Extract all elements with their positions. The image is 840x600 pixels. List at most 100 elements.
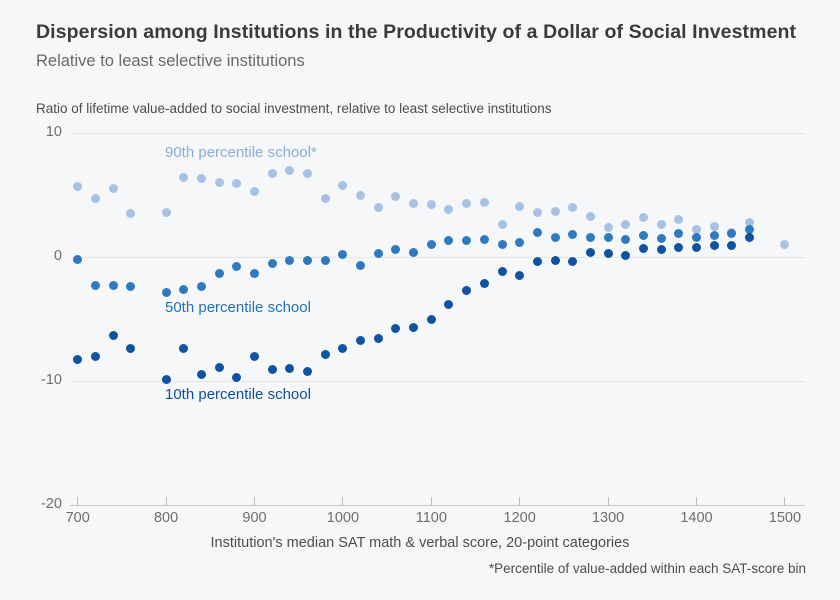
data-point <box>373 334 383 344</box>
data-point <box>638 231 648 241</box>
data-point <box>409 247 419 257</box>
data-point <box>179 344 189 354</box>
data-point <box>232 262 242 272</box>
x-tick-1000 <box>342 497 344 505</box>
data-point <box>550 232 560 242</box>
data-point <box>303 256 313 266</box>
data-point <box>391 324 401 334</box>
data-point <box>426 240 436 250</box>
x-tick-label-1500: 1500 <box>768 510 802 526</box>
data-point <box>532 227 542 237</box>
data-point <box>674 215 684 225</box>
data-point <box>462 199 472 209</box>
data-point <box>373 202 383 212</box>
data-point <box>444 299 454 309</box>
y-tick-label--10: -10 <box>41 372 62 388</box>
data-point <box>161 207 171 217</box>
data-point <box>356 335 366 345</box>
data-point <box>303 169 313 179</box>
data-point <box>391 191 401 201</box>
data-point <box>674 228 684 238</box>
data-point <box>214 178 224 188</box>
series-label-90th-percentile: 90th percentile school* <box>165 144 317 161</box>
data-point <box>391 245 401 255</box>
data-point <box>745 232 755 242</box>
data-point <box>780 240 790 250</box>
data-point <box>479 197 489 207</box>
data-point <box>568 230 578 240</box>
data-point <box>285 256 295 266</box>
x-tick-label-1200: 1200 <box>503 510 536 526</box>
data-point <box>638 243 648 253</box>
data-point <box>214 362 224 372</box>
data-point <box>656 245 666 255</box>
x-tick-label-800: 800 <box>153 510 179 526</box>
data-point <box>515 201 525 211</box>
x-tick-1400 <box>696 497 697 505</box>
y-gridline--10 <box>70 381 805 382</box>
data-point <box>409 199 419 209</box>
plot-area: 90th percentile school* 50th percentile … <box>66 133 805 526</box>
data-point <box>550 206 560 216</box>
data-point <box>479 278 489 288</box>
data-point <box>638 212 648 222</box>
data-point <box>692 242 701 252</box>
series-label-50th-percentile: 50th percentile school <box>165 299 311 316</box>
series-label-10th-percentile: 10th percentile school <box>165 386 311 403</box>
data-point <box>267 365 277 375</box>
data-point <box>250 186 259 196</box>
data-point <box>338 250 348 260</box>
data-point <box>656 233 666 243</box>
data-point <box>285 364 295 374</box>
chart-footnote: *Percentile of value-added within each S… <box>488 561 806 576</box>
data-point <box>709 221 719 231</box>
data-point <box>126 209 136 219</box>
x-tick-label-1400: 1400 <box>680 510 713 526</box>
x-tick-800 <box>165 497 167 505</box>
data-point <box>373 248 383 258</box>
data-point <box>196 174 206 184</box>
data-point <box>267 258 277 268</box>
data-point <box>515 271 525 281</box>
data-point <box>320 194 330 204</box>
data-point <box>497 240 507 250</box>
data-point <box>515 237 525 247</box>
data-point <box>727 241 737 251</box>
data-point <box>656 220 666 230</box>
x-tick-label-1300: 1300 <box>591 510 625 526</box>
x-axis-line <box>70 505 805 506</box>
data-point <box>550 256 560 266</box>
data-point <box>338 344 348 354</box>
x-axis-label: Institution's median SAT math & verbal s… <box>210 535 630 551</box>
data-point <box>90 281 100 291</box>
x-tick-label-1100: 1100 <box>415 510 447 526</box>
x-tick-1500 <box>784 497 786 505</box>
y-gridline-10 <box>70 133 805 134</box>
data-point <box>585 247 595 257</box>
data-point <box>568 257 578 267</box>
data-point <box>126 344 136 354</box>
data-point <box>409 323 419 333</box>
data-point <box>179 173 189 183</box>
y-tick-label-10: 10 <box>45 124 62 140</box>
data-point <box>709 231 719 241</box>
y-tick-label-0: 0 <box>53 248 62 264</box>
data-point <box>90 194 100 204</box>
data-point <box>214 268 224 278</box>
y-tick-label--20: -20 <box>41 496 62 512</box>
y-axis-title: Ratio of lifetime value-added to social … <box>36 101 552 116</box>
data-point <box>532 257 542 267</box>
data-point <box>568 202 578 212</box>
data-point <box>585 211 595 221</box>
data-point <box>356 261 366 271</box>
data-point <box>320 350 330 360</box>
data-point <box>196 282 206 292</box>
data-point <box>161 288 171 298</box>
data-point <box>497 267 507 277</box>
data-point <box>338 180 348 190</box>
x-tick-label-700: 700 <box>65 510 90 526</box>
data-point <box>161 375 171 385</box>
data-point <box>603 248 613 258</box>
x-tick-1300 <box>607 497 609 505</box>
data-point <box>179 284 189 294</box>
